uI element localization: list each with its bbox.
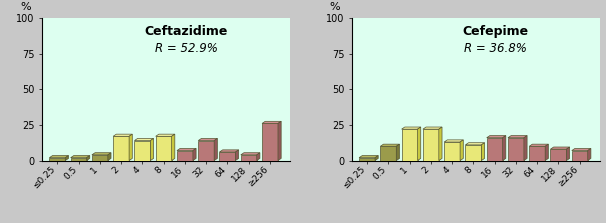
Polygon shape xyxy=(396,144,399,161)
Polygon shape xyxy=(588,149,591,161)
Polygon shape xyxy=(49,156,68,158)
Polygon shape xyxy=(359,158,375,161)
Polygon shape xyxy=(129,134,132,161)
Text: Ceftazidime: Ceftazidime xyxy=(144,25,228,38)
Polygon shape xyxy=(375,156,378,161)
Polygon shape xyxy=(219,150,239,152)
Polygon shape xyxy=(257,153,260,161)
Polygon shape xyxy=(177,151,193,161)
Polygon shape xyxy=(359,156,378,158)
Polygon shape xyxy=(439,127,442,161)
Polygon shape xyxy=(278,121,281,161)
Polygon shape xyxy=(262,124,278,161)
Polygon shape xyxy=(381,146,396,161)
Polygon shape xyxy=(508,136,527,138)
Polygon shape xyxy=(236,150,239,161)
Polygon shape xyxy=(481,143,485,161)
Polygon shape xyxy=(524,136,527,161)
Polygon shape xyxy=(487,136,506,138)
Polygon shape xyxy=(423,129,439,161)
Polygon shape xyxy=(444,140,463,142)
Polygon shape xyxy=(92,153,111,155)
Text: R = 52.9%: R = 52.9% xyxy=(155,42,218,55)
Polygon shape xyxy=(465,143,485,145)
Polygon shape xyxy=(550,147,570,149)
Polygon shape xyxy=(487,138,502,161)
Polygon shape xyxy=(135,138,153,140)
Polygon shape xyxy=(113,134,132,136)
Polygon shape xyxy=(423,127,442,129)
Polygon shape xyxy=(402,129,418,161)
Polygon shape xyxy=(156,136,171,161)
Text: Cefepime: Cefepime xyxy=(463,25,529,38)
Text: %: % xyxy=(20,2,31,12)
Polygon shape xyxy=(193,149,196,161)
Polygon shape xyxy=(567,147,570,161)
Polygon shape xyxy=(571,151,588,161)
Polygon shape xyxy=(135,140,150,161)
Polygon shape xyxy=(508,138,524,161)
Text: R = 36.8%: R = 36.8% xyxy=(464,42,527,55)
Polygon shape xyxy=(262,121,281,124)
Polygon shape xyxy=(444,142,460,161)
Polygon shape xyxy=(156,134,175,136)
Polygon shape xyxy=(529,144,548,146)
Polygon shape xyxy=(198,140,214,161)
Polygon shape xyxy=(465,145,481,161)
Polygon shape xyxy=(214,138,218,161)
Polygon shape xyxy=(550,149,567,161)
Polygon shape xyxy=(545,144,548,161)
Polygon shape xyxy=(529,146,545,161)
Polygon shape xyxy=(87,156,90,161)
Polygon shape xyxy=(65,156,68,161)
Polygon shape xyxy=(241,153,260,155)
Polygon shape xyxy=(113,136,129,161)
Polygon shape xyxy=(418,127,421,161)
Polygon shape xyxy=(92,155,108,161)
Polygon shape xyxy=(460,140,463,161)
Polygon shape xyxy=(71,158,87,161)
Polygon shape xyxy=(177,149,196,151)
Polygon shape xyxy=(108,153,111,161)
Polygon shape xyxy=(198,138,218,140)
Polygon shape xyxy=(49,158,65,161)
Polygon shape xyxy=(150,138,153,161)
Polygon shape xyxy=(402,127,421,129)
Text: %: % xyxy=(330,2,341,12)
Polygon shape xyxy=(241,155,257,161)
Polygon shape xyxy=(71,156,90,158)
Polygon shape xyxy=(219,152,236,161)
Polygon shape xyxy=(171,134,175,161)
Polygon shape xyxy=(502,136,506,161)
Polygon shape xyxy=(571,149,591,151)
Polygon shape xyxy=(381,144,399,146)
